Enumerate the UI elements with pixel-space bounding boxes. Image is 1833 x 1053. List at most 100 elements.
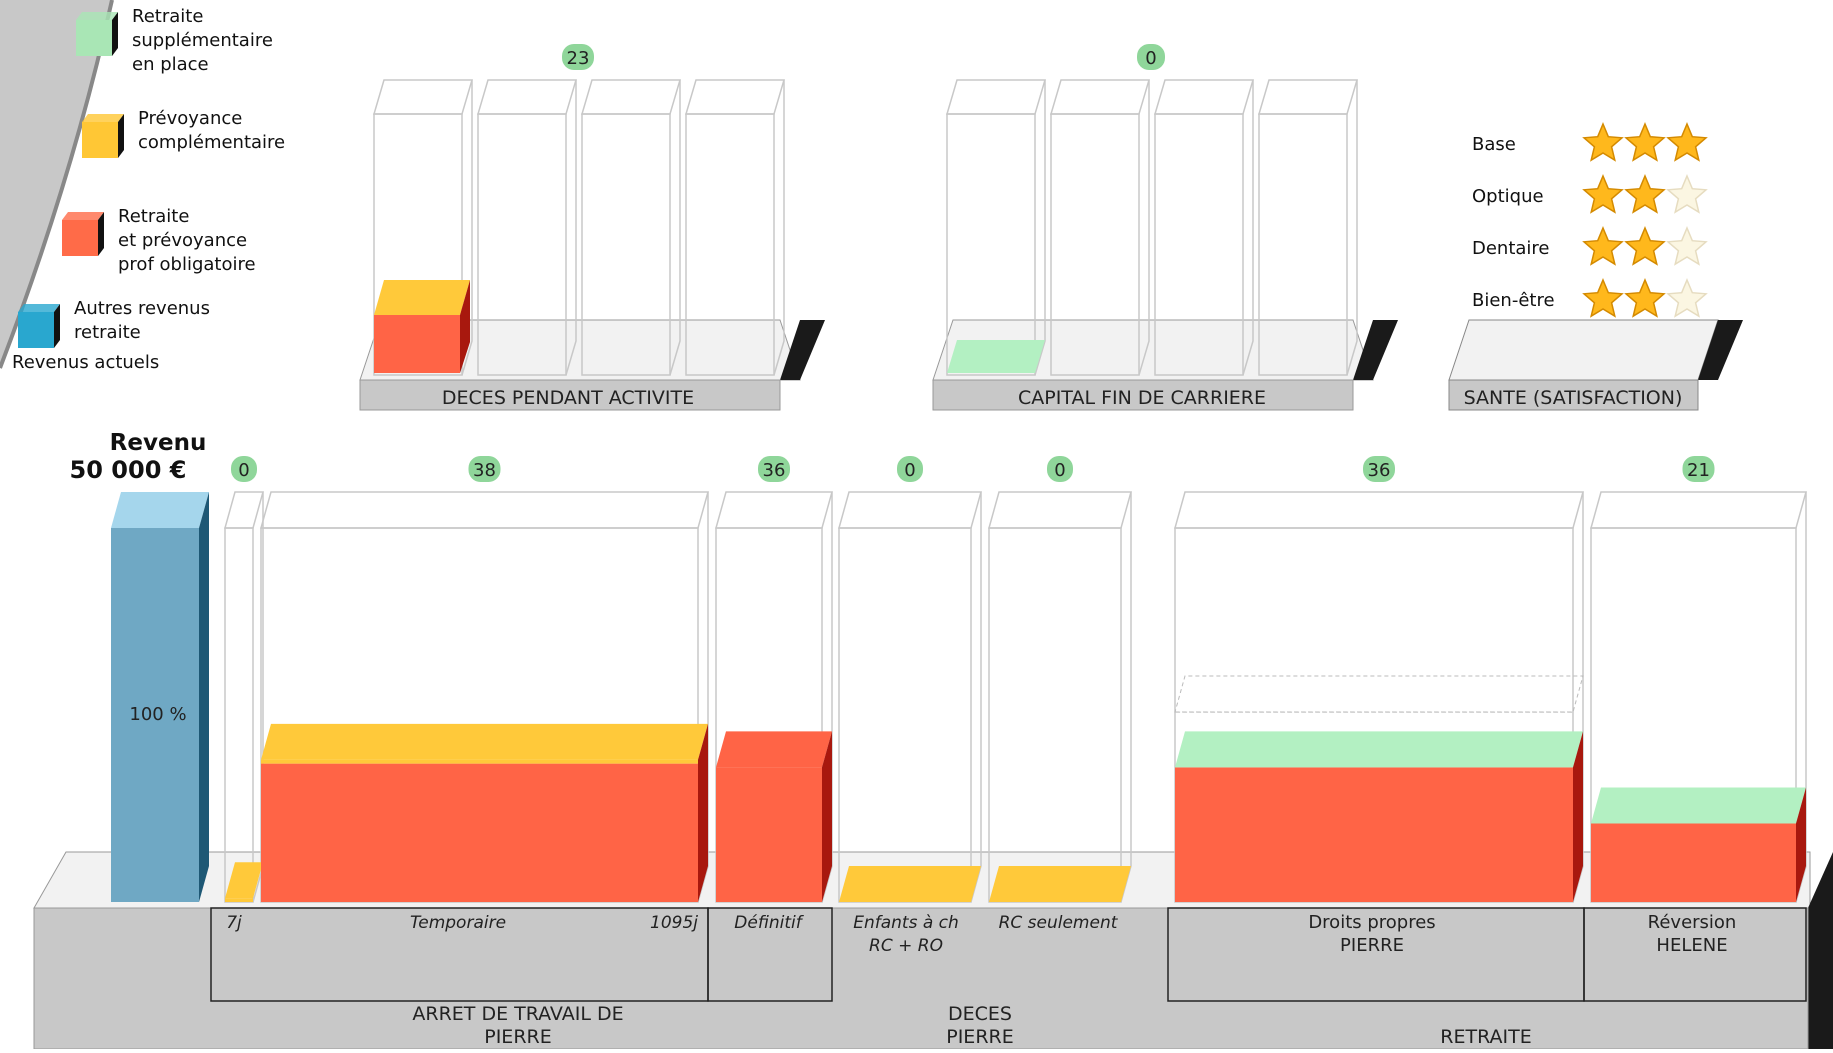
legend-item-3: Autres revenus retraite (18, 298, 210, 348)
sante-row-3: Bien-être (1472, 280, 1706, 316)
star-empty-icon (1668, 280, 1706, 316)
tube-side (1121, 492, 1131, 902)
tube-top (839, 492, 981, 528)
tube-front (839, 528, 971, 902)
blue-cube-icon (18, 304, 60, 312)
group-arret-line1: ARRET DE TRAVAIL DE (412, 1003, 623, 1025)
tube-top (989, 492, 1131, 528)
bar-segment (225, 898, 253, 902)
star-filled-icon (1584, 280, 1622, 316)
revenu-percent: 100 % (129, 704, 186, 725)
star-filled-icon (1668, 124, 1706, 160)
bar-Temporaire (261, 724, 708, 902)
bar-top-face (261, 724, 708, 760)
bar-segment (261, 760, 698, 764)
tube-top (1155, 80, 1253, 114)
badge-value: 0 (1145, 48, 1156, 69)
tube-top (716, 492, 832, 528)
deces-bar (374, 280, 470, 373)
yellow-cube-icon (82, 122, 118, 158)
badge-value: 0 (238, 460, 249, 481)
star-filled-icon (1584, 228, 1622, 264)
projection-guide (1175, 710, 1573, 711)
badge: 23 (562, 44, 594, 70)
bar-top-face (716, 731, 832, 767)
deces-bar-prevoyance-top (374, 280, 470, 315)
legend-label: Prévoyance (138, 108, 242, 129)
badge-value: 36 (1368, 460, 1391, 481)
label-reversion-helene: HELENE (1656, 935, 1727, 956)
tube-top (1051, 80, 1149, 114)
deces-bar-obligatoire (374, 315, 460, 373)
revenu-bar-side (199, 492, 209, 902)
label-rc-seulement: RC seulement (999, 913, 1119, 933)
tube-top (686, 80, 784, 114)
label-1095j: 1095j (650, 913, 698, 933)
sante-row-1: Optique (1472, 176, 1706, 212)
star-filled-icon (1626, 228, 1664, 264)
legend-label: Retraite (118, 206, 189, 227)
revenu-bar-top (111, 492, 209, 528)
badge-value: 0 (904, 460, 915, 481)
group-arret-line2: PIERRE (484, 1026, 551, 1048)
bar-top-face (1591, 787, 1806, 823)
legend-label: complémentaire (138, 132, 285, 153)
legend-label: Autres revenus (74, 298, 210, 319)
bar-top-face (1175, 731, 1583, 767)
legend-label: Revenus actuels (12, 352, 159, 373)
tube-front (225, 528, 253, 902)
projection-top (1175, 676, 1583, 712)
bar-Droits propres PIERRE (1175, 731, 1583, 902)
bar-segment (1175, 767, 1573, 902)
star-filled-icon (1626, 176, 1664, 212)
bar-badge: 0 (231, 456, 257, 482)
main-tube-4 (989, 492, 1131, 902)
sante-row-label: Optique (1472, 186, 1544, 207)
red-cube-icon (62, 220, 98, 256)
legend-item-1: Prévoyance complémentaire (82, 108, 285, 158)
badge-value: 0 (1054, 460, 1065, 481)
panel-capital-fin-de-carriere: CAPITAL FIN DE CARRIERE 0 (933, 44, 1398, 410)
sante-row-label: Dentaire (1472, 238, 1550, 259)
tube-top (1259, 80, 1357, 114)
blue-cube-icon (18, 312, 54, 348)
group-retraite: RETRAITE (1440, 1026, 1531, 1048)
bar-segment (716, 767, 822, 902)
main-tube-3 (839, 492, 981, 902)
tube-top (1591, 492, 1806, 528)
star-empty-icon (1668, 176, 1706, 212)
revenu-bar: 100 % (111, 492, 209, 902)
panel-sante: SANTE (SATISFACTION) BaseOptiqueDentaire… (1449, 124, 1743, 410)
green-cube-icon (76, 20, 112, 56)
star-filled-icon (1584, 176, 1622, 212)
tube-top (1175, 492, 1583, 528)
badge-value: 36 (763, 460, 786, 481)
capital-bar-retraite-supp (947, 340, 1045, 373)
bar-top-face (839, 866, 981, 902)
bar-badge: 21 (1683, 456, 1715, 482)
star-filled-icon (1626, 280, 1664, 316)
revenu-amount: 50 000 € (70, 456, 187, 484)
bar-badge: 0 (897, 456, 923, 482)
label-droits-propres: Droits propres (1308, 912, 1435, 933)
bar-top-face (989, 866, 1131, 902)
bar-Enfants à ch RC + RO (839, 866, 981, 902)
sante-row-2: Dentaire (1472, 228, 1706, 264)
legend-label: Retraite (132, 6, 203, 27)
bar-badge: 0 (1047, 456, 1073, 482)
tube-top (225, 492, 263, 528)
legend-label: retraite (74, 322, 141, 343)
tube-front (989, 528, 1121, 902)
sante-row-0: Base (1472, 124, 1706, 160)
panel-deces-label: DECES PENDANT ACTIVITE (442, 387, 694, 409)
green-cube-icon (76, 12, 118, 20)
badge: 0 (1137, 44, 1165, 70)
bar-badge: 36 (758, 456, 790, 482)
platform-top (1449, 320, 1718, 380)
bar-segment (1591, 823, 1796, 902)
tube-top (374, 80, 472, 114)
legend-item-4: Revenus actuels (12, 352, 159, 373)
